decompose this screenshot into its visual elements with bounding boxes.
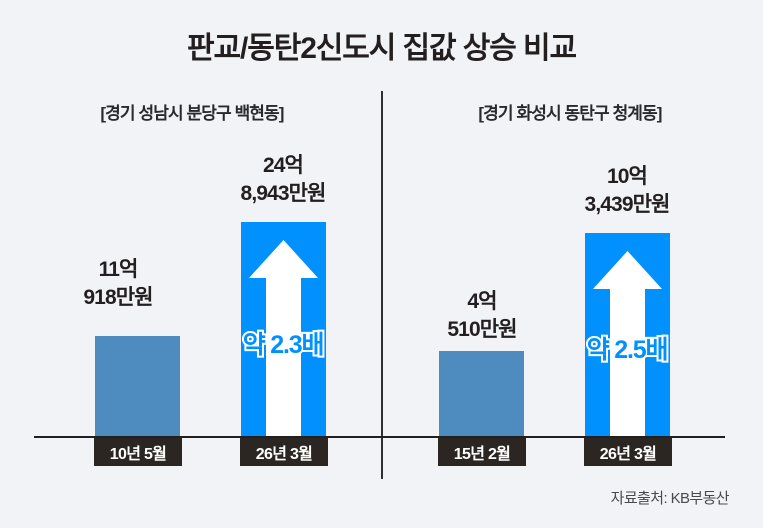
panel-divider bbox=[381, 91, 383, 479]
multiplier-label-left: 약 2.3배 bbox=[241, 329, 327, 361]
value-label-left-after: 24억 8,943만원 bbox=[213, 152, 353, 207]
bar-left-before bbox=[95, 336, 180, 436]
bar-right-before bbox=[439, 351, 524, 436]
panel-subtitle-right: [경기 화성시 동탄구 청계동] bbox=[478, 104, 662, 123]
value-label-left-before: 11억 918만원 bbox=[48, 256, 188, 311]
bar-right-after bbox=[585, 233, 670, 436]
multiplier-label-right: 약 2.5배 bbox=[585, 334, 671, 366]
page-title: 판교/동탄2신도시 집값 상승 비교 bbox=[186, 32, 577, 65]
date-chip-left-before: 10년 5월 bbox=[94, 438, 182, 466]
date-chip-left-after: 26년 3월 bbox=[240, 438, 328, 466]
value-label-line2: 918만원 bbox=[83, 285, 153, 309]
value-label-line1: 4억 bbox=[467, 290, 497, 313]
bar-left-after bbox=[241, 222, 326, 436]
value-label-line2: 3,439만원 bbox=[584, 192, 671, 216]
axis-baseline bbox=[34, 436, 725, 438]
source-attribution: 자료출처: KB부동산 bbox=[610, 490, 730, 507]
panel-subtitle-left: [경기 성남시 분당구 백현동] bbox=[100, 104, 284, 123]
value-label-line1: 11억 bbox=[98, 258, 139, 281]
up-arrow-icon bbox=[585, 233, 670, 436]
value-label-line1: 10억 bbox=[607, 165, 648, 188]
value-label-line2: 8,943만원 bbox=[240, 181, 327, 205]
value-label-line1: 24억 bbox=[263, 154, 304, 177]
up-arrow-icon bbox=[241, 222, 326, 436]
value-label-line2: 510만원 bbox=[447, 317, 517, 341]
date-chip-right-after: 26년 3월 bbox=[584, 438, 672, 466]
value-label-right-before: 4억 510만원 bbox=[412, 288, 552, 343]
value-label-right-after: 10억 3,439만원 bbox=[557, 163, 697, 218]
date-chip-right-before: 15년 2월 bbox=[438, 438, 526, 466]
